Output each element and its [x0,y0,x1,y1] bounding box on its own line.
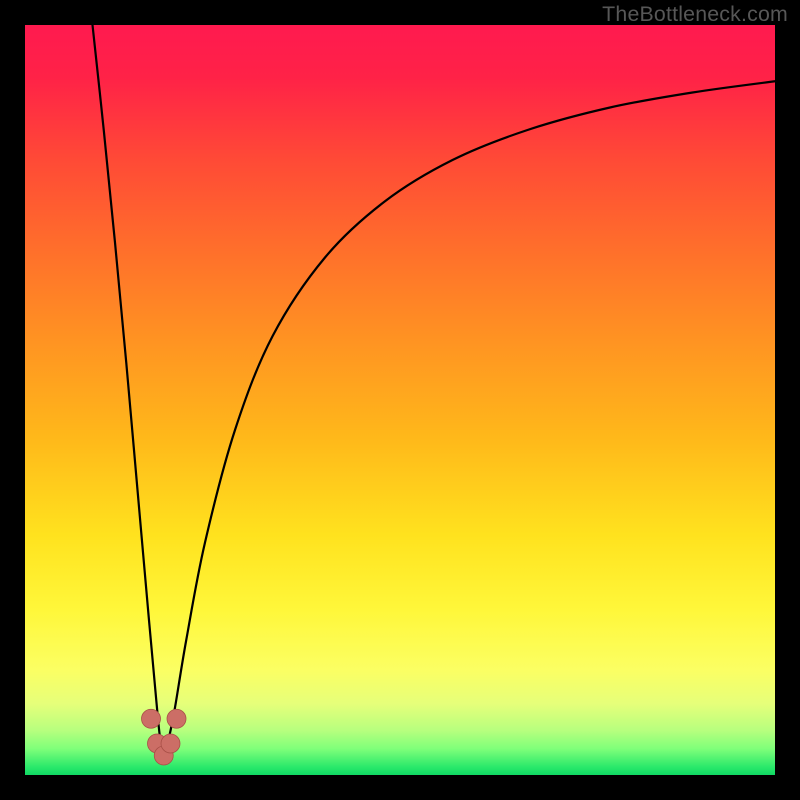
watermark-text: TheBottleneck.com [602,2,788,27]
marker-dot [142,709,161,728]
frame-border [775,0,800,800]
plot-background [25,25,775,775]
frame-border [0,775,800,800]
bottleneck-chart-svg [0,0,800,800]
chart-frame: TheBottleneck.com [0,0,800,800]
frame-border [0,0,25,800]
marker-dot [167,709,186,728]
marker-dot [161,734,180,753]
